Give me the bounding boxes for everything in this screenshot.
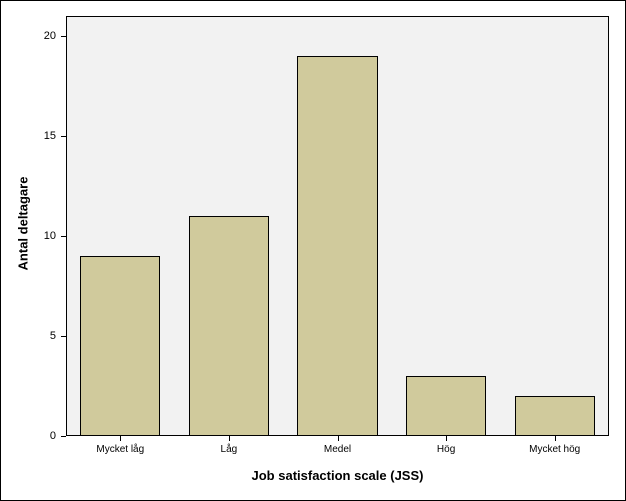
bar: [80, 256, 160, 436]
x-tick-label: Hög: [392, 444, 501, 455]
y-tick-label: 15: [44, 130, 56, 142]
y-tick-label: 20: [44, 30, 56, 42]
y-tick-mark: [61, 436, 66, 437]
y-tick-mark: [61, 236, 66, 237]
y-axis-title: Antal deltagare: [16, 154, 31, 294]
bar: [515, 396, 595, 436]
jss-bar-chart: Antal deltagare Job satisfaction scale (…: [0, 0, 626, 501]
x-tick-label: Låg: [175, 444, 284, 455]
bar: [297, 56, 377, 436]
x-tick-mark: [446, 436, 447, 441]
y-tick-mark: [61, 36, 66, 37]
x-tick-label: Medel: [283, 444, 392, 455]
y-tick-label: 5: [50, 330, 56, 342]
y-tick-label: 10: [44, 230, 56, 242]
x-tick-mark: [120, 436, 121, 441]
y-tick-mark: [61, 336, 66, 337]
x-tick-label: Mycket hög: [500, 444, 609, 455]
x-axis-title: Job satisfaction scale (JSS): [66, 468, 609, 483]
bar: [189, 216, 269, 436]
x-tick-mark: [555, 436, 556, 441]
y-tick-mark: [61, 136, 66, 137]
bar: [406, 376, 486, 436]
y-tick-label: 0: [50, 430, 56, 442]
x-tick-mark: [338, 436, 339, 441]
x-tick-mark: [229, 436, 230, 441]
x-tick-label: Mycket låg: [66, 444, 175, 455]
